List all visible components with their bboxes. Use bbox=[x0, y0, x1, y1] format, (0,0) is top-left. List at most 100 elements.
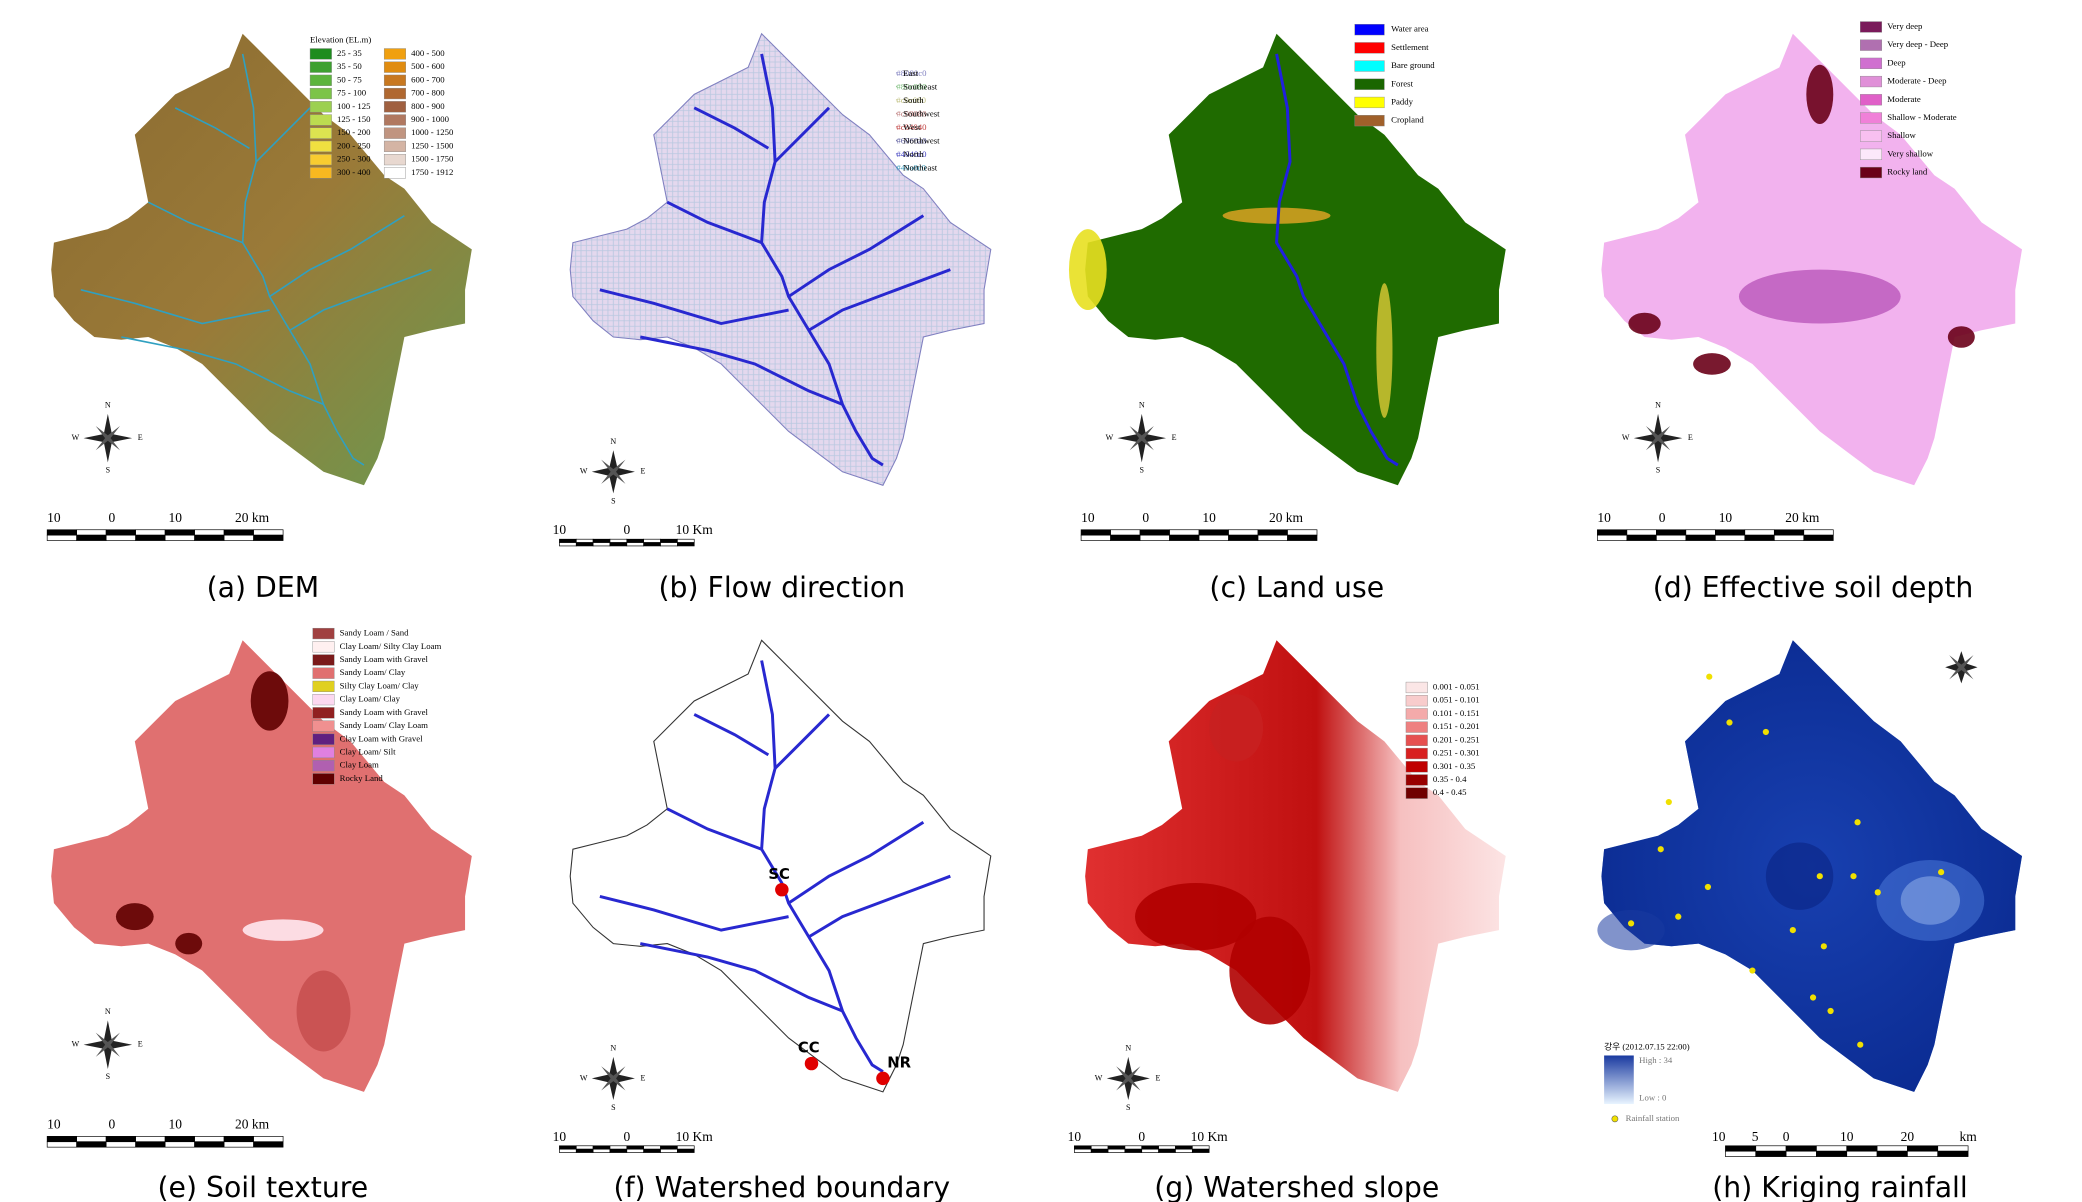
legend-marker: · bbox=[895, 149, 898, 159]
legend-label: 1500 - 1750 bbox=[411, 154, 454, 164]
scale-bar-segment bbox=[1124, 1148, 1143, 1153]
legend-title: Elevation (EL.m) bbox=[310, 34, 371, 44]
scale-bar-segment bbox=[223, 529, 254, 536]
scale-bar-segment bbox=[1773, 534, 1805, 541]
legend-label: 1000 - 1250 bbox=[411, 127, 454, 137]
scale-bar-segment bbox=[253, 1141, 284, 1148]
compass: N S W E bbox=[1622, 401, 1693, 475]
legend-marker: · bbox=[895, 136, 898, 146]
scale-bar-segment bbox=[46, 534, 78, 541]
legend-swatch bbox=[383, 48, 406, 60]
compass-rose-diag bbox=[1129, 425, 1154, 451]
scale-bar-segment bbox=[1816, 1145, 1848, 1152]
scale-bar-segment bbox=[1175, 1148, 1193, 1153]
map-region bbox=[242, 919, 324, 941]
river bbox=[255, 107, 311, 163]
legend-symbol: #8080c0 bbox=[896, 68, 927, 78]
station bbox=[804, 1056, 819, 1071]
compass-rose-diag bbox=[601, 1066, 626, 1091]
legend-label: West bbox=[903, 122, 921, 132]
scale-bar-segment bbox=[1803, 529, 1834, 536]
scale-bar-segment bbox=[105, 529, 136, 536]
scale-bar-segment bbox=[1198, 534, 1229, 541]
scale-bar-segment bbox=[660, 1145, 678, 1150]
compass-label: E bbox=[138, 433, 143, 442]
legend-label: Paddy bbox=[1391, 96, 1414, 106]
scale-label: 0 bbox=[623, 1129, 630, 1144]
scale-bar-segment bbox=[643, 1148, 661, 1153]
legend-swatch bbox=[309, 140, 332, 152]
legend-label: North bbox=[903, 149, 924, 159]
river bbox=[599, 894, 789, 932]
legend-swatch bbox=[309, 74, 332, 86]
scale-bar-segment bbox=[1228, 534, 1259, 541]
legend-swatch bbox=[309, 61, 332, 73]
legend-symbol: #c0c080 bbox=[896, 95, 926, 105]
caption: (f) Watershed boundary bbox=[614, 1171, 951, 1202]
legend-swatch bbox=[312, 694, 335, 706]
compass-label: N bbox=[105, 1007, 111, 1016]
legend-swatch bbox=[309, 114, 332, 126]
compass-label: E bbox=[1688, 433, 1693, 442]
legend-swatch bbox=[1405, 734, 1428, 746]
legend-label: 0.4 - 0.45 bbox=[1433, 787, 1467, 797]
legend-label: 75 - 100 bbox=[337, 88, 367, 98]
legend-swatch bbox=[312, 707, 335, 719]
scale-bar-segment bbox=[1158, 1148, 1176, 1153]
legend-label: 1250 - 1500 bbox=[411, 140, 454, 150]
scale-bar-segment bbox=[1175, 1145, 1193, 1150]
scale-bar-segment bbox=[1169, 534, 1200, 541]
legend-symbol: #c04040 bbox=[896, 122, 927, 132]
station bbox=[876, 1071, 890, 1086]
compass: N S W E bbox=[580, 437, 646, 505]
rain-station bbox=[1857, 1041, 1864, 1048]
legend-label: 50 - 75 bbox=[337, 74, 362, 84]
legend-marker: · bbox=[895, 122, 898, 132]
scale-bar-segment bbox=[105, 1141, 136, 1148]
map-panel: 0.001 - 0.051 0.051 - 0.101 0.101 - 0.151 0… bbox=[1068, 640, 1506, 1202]
legend-label: 200 - 250 bbox=[337, 140, 371, 150]
legend-label: Clay Loam bbox=[340, 760, 379, 770]
watershed bbox=[1085, 33, 1506, 486]
map-region bbox=[1738, 269, 1901, 324]
legend-swatch bbox=[1860, 57, 1883, 69]
scale-bar-segment bbox=[1714, 534, 1746, 541]
scale-bar-segment bbox=[559, 542, 577, 547]
map-region bbox=[1693, 353, 1731, 375]
scale-label: 0 bbox=[1138, 1129, 1145, 1144]
legend-label: Sandy Loam with Gravel bbox=[340, 654, 429, 664]
legend-swatch bbox=[1405, 761, 1428, 773]
rain-station bbox=[1706, 673, 1713, 680]
legend-swatch bbox=[1405, 681, 1428, 694]
compass: N S W E bbox=[1095, 1044, 1161, 1112]
legend-swatch bbox=[312, 641, 335, 653]
legend-label: Silty Clay Loam/ Clay bbox=[340, 680, 420, 690]
scale-label: 10 Km bbox=[1191, 1129, 1229, 1144]
scale-bar-segment bbox=[1846, 1145, 1878, 1152]
compass-label: E bbox=[1172, 433, 1177, 442]
map-panel: Very deep Very deep - Deep Deep Moderate - … bbox=[1597, 21, 2022, 604]
river bbox=[666, 807, 763, 851]
scale-bar-segment bbox=[135, 1141, 166, 1148]
legend-swatch bbox=[309, 101, 332, 113]
scale-bar-segment bbox=[1110, 534, 1141, 541]
legend-swatch bbox=[309, 87, 332, 100]
scale-bar-segment bbox=[1755, 1150, 1787, 1157]
map-region bbox=[1806, 64, 1834, 125]
scale-label: 0 bbox=[1659, 510, 1666, 525]
river bbox=[808, 874, 951, 939]
scale-bar-segment bbox=[559, 1145, 577, 1150]
station-label: CC bbox=[798, 1040, 820, 1057]
map-region bbox=[1135, 882, 1257, 951]
legend-swatch bbox=[383, 167, 406, 179]
scale-bar-segment bbox=[626, 542, 645, 547]
compass-label: S bbox=[1140, 465, 1145, 474]
scale-bar-segment bbox=[1074, 1148, 1092, 1153]
legend-swatch bbox=[1405, 695, 1428, 707]
legend-label: 300 - 400 bbox=[337, 167, 371, 177]
river bbox=[147, 201, 243, 244]
scale-bar-segment bbox=[1228, 529, 1259, 536]
legend-symbol: #4040c0 bbox=[896, 149, 927, 159]
scale-bar-segment bbox=[46, 529, 78, 536]
scale-bar-segment bbox=[1685, 529, 1716, 536]
